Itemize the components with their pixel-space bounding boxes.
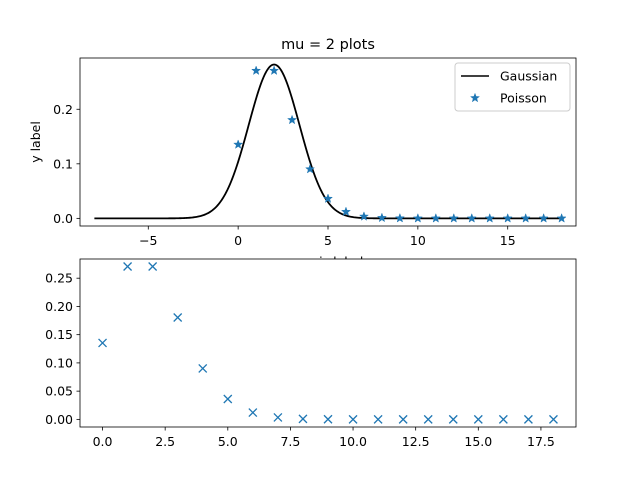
x-marker-point [473,414,483,424]
poisson-point [233,139,244,149]
x-marker-point [373,414,383,424]
poisson-point [412,213,423,223]
x-marker-point [398,414,408,424]
poisson-point [394,212,405,223]
x-marker-point [173,313,183,322]
bottom-subplot: 0.0 2.5 5.0 7.5 10.0 12.5 15.0 17.5 0.00 0.05 0.10… [45,258,577,449]
top-y-tick-label: 0.0 [53,211,73,226]
legend-gaussian-label: Gaussian [500,69,557,84]
top-y-tick-label: 0.1 [53,156,73,171]
bottom-y-tick-label: 0.00 [45,412,73,427]
x-marker-point [523,414,533,424]
bottom-plot-content [98,262,558,424]
top-x-tick-label: 15 [500,233,516,248]
bottom-x-tick-label: 12.5 [402,434,430,449]
top-x-tick-label: 10 [410,233,426,248]
legend: Gaussian Poisson [454,62,571,112]
bottom-x-tick-label: 7.5 [280,434,300,449]
bottom-x-tick-label: 10.0 [339,434,367,449]
top-y-axis-label: y label [28,121,43,163]
x-marker-point [123,262,133,271]
bottom-x-tick-label: 17.5 [527,434,555,449]
poisson-point [358,211,370,221]
x-marker-point [148,262,158,271]
poisson-point [340,206,352,217]
x-marker-point [548,414,558,424]
poisson-point [448,213,459,223]
bottom-plot-area [79,258,577,428]
poisson-point [466,213,477,223]
x-marker-point [98,338,108,348]
x-marker-point [298,414,308,424]
poisson-point [520,213,531,223]
bottom-x-tick-label: 2.5 [155,434,175,449]
top-plot-content [94,63,567,223]
poisson-point [538,213,549,223]
x-marker-point [348,414,358,424]
poisson-point [269,65,280,76]
poisson-point [286,114,298,125]
bottom-y-tick-label: 0.20 [45,299,73,314]
top-y-tick-label: 0.2 [53,102,73,117]
bottom-x-tick-label: 5.0 [218,434,238,449]
poisson-point [556,213,567,223]
legend-star-marker [469,92,481,103]
poisson-point [322,193,334,203]
gaussian-line [94,63,562,220]
legend-poisson-label: Poisson [500,91,547,106]
x-marker-point [198,363,208,373]
legend-poisson-swatch [469,92,481,103]
bottom-axis-ticks: 0.0 2.5 5.0 7.5 10.0 12.5 15.0 17.5 0.00 0.05 0.10… [45,271,555,449]
x-marker-point [498,414,508,424]
bottom-x-tick-label: 0.0 [93,434,113,449]
poisson-point [376,212,387,223]
bottom-x-tick-label: 15.0 [464,434,492,449]
x-marker-point [448,414,458,424]
poisson-point [251,65,262,76]
top-x-tick-label: 0 [234,233,242,248]
x-marker-point [273,412,283,422]
poisson-point [304,163,316,174]
legend-box [454,62,571,112]
poisson-point [502,213,513,223]
top-x-tick-label: −5 [139,233,157,248]
bottom-y-tick-label: 0.10 [45,355,73,370]
poisson-point [484,213,495,223]
bottom-y-tick-label: 0.05 [45,384,73,399]
x-marker-point [323,414,333,424]
top-axis-ticks: −5 0 5 10 15 0.0 0.1 0.2 [53,102,516,248]
bottom-y-tick-label: 0.25 [45,271,73,286]
poisson-point [430,213,441,223]
x-marker-point [223,394,233,404]
x-marker-point [248,408,258,418]
top-x-tick-label: 5 [324,233,332,248]
bottom-y-tick-label: 0.15 [45,327,73,342]
x-marker-point [423,414,433,424]
plot-title: mu = 2 plots [281,37,375,53]
